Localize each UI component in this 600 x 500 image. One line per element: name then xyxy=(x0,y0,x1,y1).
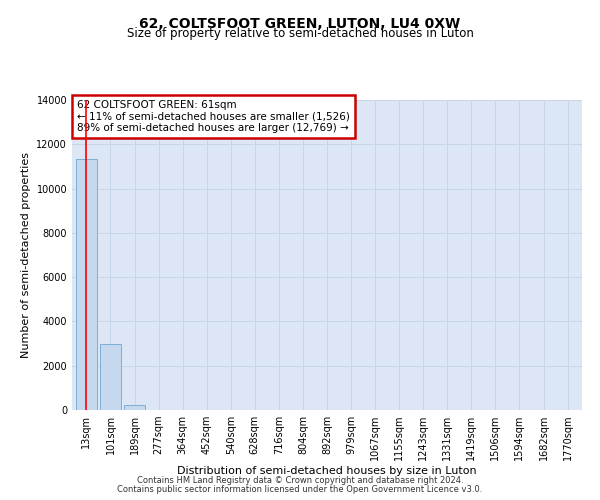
Bar xyxy=(76,158,97,410)
Text: Contains public sector information licensed under the Open Government Licence v3: Contains public sector information licen… xyxy=(118,485,482,494)
Y-axis label: Number of semi-detached properties: Number of semi-detached properties xyxy=(21,152,31,358)
Text: Size of property relative to semi-detached houses in Luton: Size of property relative to semi-detach… xyxy=(127,28,473,40)
Text: 62, COLTSFOOT GREEN, LUTON, LU4 0XW: 62, COLTSFOOT GREEN, LUTON, LU4 0XW xyxy=(139,18,461,32)
X-axis label: Distribution of semi-detached houses by size in Luton: Distribution of semi-detached houses by … xyxy=(177,466,477,476)
Text: Contains HM Land Registry data © Crown copyright and database right 2024.: Contains HM Land Registry data © Crown c… xyxy=(137,476,463,485)
Bar xyxy=(124,406,145,410)
Bar xyxy=(100,344,121,410)
Text: 62 COLTSFOOT GREEN: 61sqm
← 11% of semi-detached houses are smaller (1,526)
89% : 62 COLTSFOOT GREEN: 61sqm ← 11% of semi-… xyxy=(77,100,350,133)
